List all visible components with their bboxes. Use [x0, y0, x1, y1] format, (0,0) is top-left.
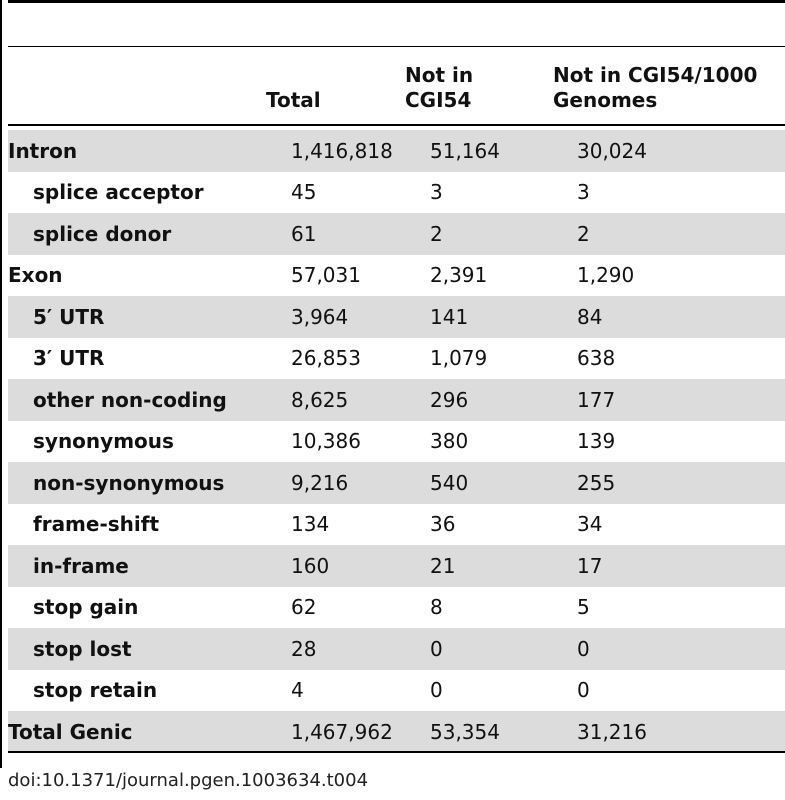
row-label: stop lost	[8, 628, 291, 670]
table-row: other non-coding 8,625 296 177	[8, 379, 785, 421]
row-label: stop retain	[33, 678, 158, 703]
table-row: Exon 57,031 2,391 1,290	[8, 255, 785, 297]
table-row: in-frame 160 21 17	[8, 545, 785, 587]
header-bottom-rule	[8, 124, 785, 126]
table-row: stop retain 4 0 0	[8, 670, 785, 712]
table-row: non-synonymous 9,216 540 255	[8, 462, 785, 504]
cell-not-in-cgi54: 2,391	[430, 263, 488, 288]
cell-not-in-cgi54-1000-genomes: 255	[577, 462, 785, 504]
table-row: splice acceptor 45 3 3	[8, 172, 785, 214]
column-header-not-in-cgi54-1000-genomes: Not in CGI54/1000 Genomes	[553, 63, 758, 112]
row-label: frame-shift	[33, 512, 160, 537]
cell-total: 26,853	[291, 346, 361, 371]
cell-not-in-cgi54-1000-genomes: 0	[577, 678, 590, 703]
cell-total: 57,031	[291, 263, 361, 288]
cell-not-in-cgi54-1000-genomes: 17	[577, 545, 785, 587]
cell-not-in-cgi54: 53,354	[430, 711, 577, 753]
row-label: splice acceptor	[33, 180, 204, 205]
table-row: Intron 1,416,818 51,164 30,024	[8, 130, 785, 172]
table-row: stop gain 62 8 5	[8, 587, 785, 629]
cell-total: 1,467,962	[291, 711, 430, 753]
cell-total: 9,216	[291, 462, 430, 504]
cell-not-in-cgi54: 2	[430, 213, 577, 255]
cell-not-in-cgi54: 141	[430, 296, 577, 338]
variant-annotation-table: Intron 1,416,818 51,164 30,024 splice accept…	[8, 130, 785, 753]
row-label: 3′ UTR	[33, 346, 105, 371]
top-rule	[8, 0, 785, 3]
cell-total: 160	[291, 545, 430, 587]
left-rule	[0, 0, 2, 768]
cell-not-in-cgi54-1000-genomes: 177	[577, 379, 785, 421]
doi-caption: doi:10.1371/journal.pgen.1003634.t004	[8, 770, 369, 791]
table-row: 5′ UTR 3,964 141 84	[8, 296, 785, 338]
cell-not-in-cgi54: 540	[430, 462, 577, 504]
table-row: frame-shift 134 36 34	[8, 504, 785, 546]
cell-not-in-cgi54: 36	[430, 512, 456, 537]
cell-not-in-cgi54: 380	[430, 429, 469, 454]
table-row: 3′ UTR 26,853 1,079 638	[8, 338, 785, 380]
table-row: stop lost 28 0 0	[8, 628, 785, 670]
row-label: other non-coding	[8, 379, 291, 421]
cell-total: 134	[291, 512, 330, 537]
cell-not-in-cgi54: 8	[430, 595, 443, 620]
row-label: splice donor	[8, 213, 291, 255]
cell-not-in-cgi54: 0	[430, 678, 443, 703]
cell-not-in-cgi54: 51,164	[430, 130, 577, 172]
row-label: 5′ UTR	[8, 296, 291, 338]
table-row: Total Genic 1,467,962 53,354 31,216	[8, 711, 785, 753]
cell-not-in-cgi54: 3	[430, 180, 443, 205]
table-body: Intron 1,416,818 51,164 30,024 splice accept…	[8, 130, 785, 753]
cell-not-in-cgi54-1000-genomes: 30,024	[577, 130, 785, 172]
row-label: Total Genic	[8, 711, 291, 753]
cell-not-in-cgi54-1000-genomes: 1,290	[577, 263, 635, 288]
cell-not-in-cgi54: 296	[430, 379, 577, 421]
cell-not-in-cgi54-1000-genomes: 2	[577, 213, 785, 255]
cell-not-in-cgi54: 21	[430, 545, 577, 587]
cell-total: 61	[291, 213, 430, 255]
cell-total: 8,625	[291, 379, 430, 421]
cell-total: 4	[291, 678, 304, 703]
row-label: Intron	[8, 130, 291, 172]
table-row: splice donor 61 2 2	[8, 213, 785, 255]
column-header-not-in-cgi54: Not in CGI54	[405, 63, 474, 112]
cell-total: 3,964	[291, 296, 430, 338]
cell-not-in-cgi54-1000-genomes: 31,216	[577, 711, 785, 753]
cell-not-in-cgi54-1000-genomes: 0	[577, 628, 785, 670]
cell-not-in-cgi54-1000-genomes: 638	[577, 346, 616, 371]
row-label: in-frame	[8, 545, 291, 587]
row-label: Exon	[8, 263, 63, 288]
column-header-total: Total	[266, 88, 321, 112]
row-label: non-synonymous	[8, 462, 291, 504]
cell-total: 45	[291, 180, 317, 205]
row-label: synonymous	[33, 429, 174, 454]
cell-not-in-cgi54-1000-genomes: 3	[577, 180, 590, 205]
row-label: stop gain	[33, 595, 139, 620]
cell-total: 62	[291, 595, 317, 620]
table-row: synonymous 10,386 380 139	[8, 421, 785, 463]
cell-not-in-cgi54-1000-genomes: 139	[577, 429, 616, 454]
cell-total: 28	[291, 628, 430, 670]
cell-not-in-cgi54-1000-genomes: 84	[577, 296, 785, 338]
cell-not-in-cgi54: 0	[430, 628, 577, 670]
cell-not-in-cgi54-1000-genomes: 5	[577, 595, 590, 620]
header-top-rule	[8, 46, 785, 47]
cell-not-in-cgi54-1000-genomes: 34	[577, 512, 603, 537]
cell-not-in-cgi54: 1,079	[430, 346, 488, 371]
bottom-rule	[8, 751, 785, 753]
cell-total: 10,386	[291, 429, 361, 454]
cell-total: 1,416,818	[291, 130, 430, 172]
